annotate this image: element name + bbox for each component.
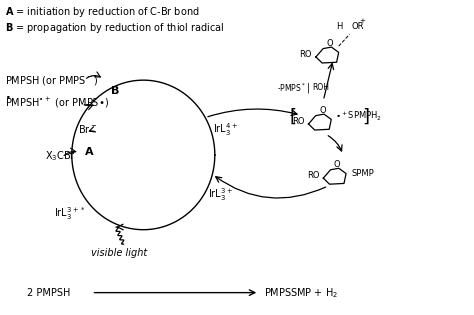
Text: B: B <box>111 87 119 96</box>
Text: RO: RO <box>292 117 305 126</box>
Text: ROH: ROH <box>312 83 329 92</box>
Text: IrL$_3^{3+*}$: IrL$_3^{3+*}$ <box>55 206 86 222</box>
Text: [: [ <box>289 107 296 126</box>
Text: 2 PMPSH: 2 PMPSH <box>27 288 71 298</box>
Text: ]: ] <box>362 107 369 126</box>
Text: A: A <box>85 147 93 158</box>
Text: -PMPS$^*$: -PMPS$^*$ <box>277 82 306 94</box>
Text: O: O <box>334 160 340 169</box>
Text: $\mathbf{\cdot}$: $\mathbf{\cdot}$ <box>5 90 11 103</box>
Text: PMPSH (or PMPS$^-$): PMPSH (or PMPS$^-$) <box>5 74 99 87</box>
Text: X$_3$CBr: X$_3$CBr <box>45 150 76 163</box>
Text: IrL$_3^{4+}$: IrL$_3^{4+}$ <box>213 121 238 138</box>
Text: $\bullet^+$SPMPH$_2$: $\bullet^+$SPMPH$_2$ <box>335 110 382 123</box>
Text: IrL$_3^{3+}$: IrL$_3^{3+}$ <box>208 186 233 203</box>
Text: PMPSH$^{\bullet+}$ (or PMPS$\bullet$): PMPSH$^{\bullet+}$ (or PMPS$\bullet$) <box>5 96 109 110</box>
Text: O: O <box>327 39 333 48</box>
Text: Br$^-$: Br$^-$ <box>78 123 97 135</box>
Text: PMPSSMP + H$_2$: PMPSSMP + H$_2$ <box>264 286 338 300</box>
Text: H: H <box>337 22 343 31</box>
Text: $\mathbf{A}$ = initiation by reduction of C-Br bond: $\mathbf{A}$ = initiation by reduction o… <box>5 5 200 19</box>
Text: RO: RO <box>300 50 312 59</box>
Text: OR: OR <box>351 22 364 31</box>
Text: |: | <box>307 83 310 93</box>
Text: $\mathbf{B}$ = propagation by reduction of thiol radical: $\mathbf{B}$ = propagation by reduction … <box>5 21 225 35</box>
Text: RO: RO <box>307 171 319 180</box>
Text: SPMP: SPMP <box>351 169 374 178</box>
Text: O: O <box>319 106 326 115</box>
Text: +: + <box>359 18 365 24</box>
Text: visible light: visible light <box>91 248 147 258</box>
